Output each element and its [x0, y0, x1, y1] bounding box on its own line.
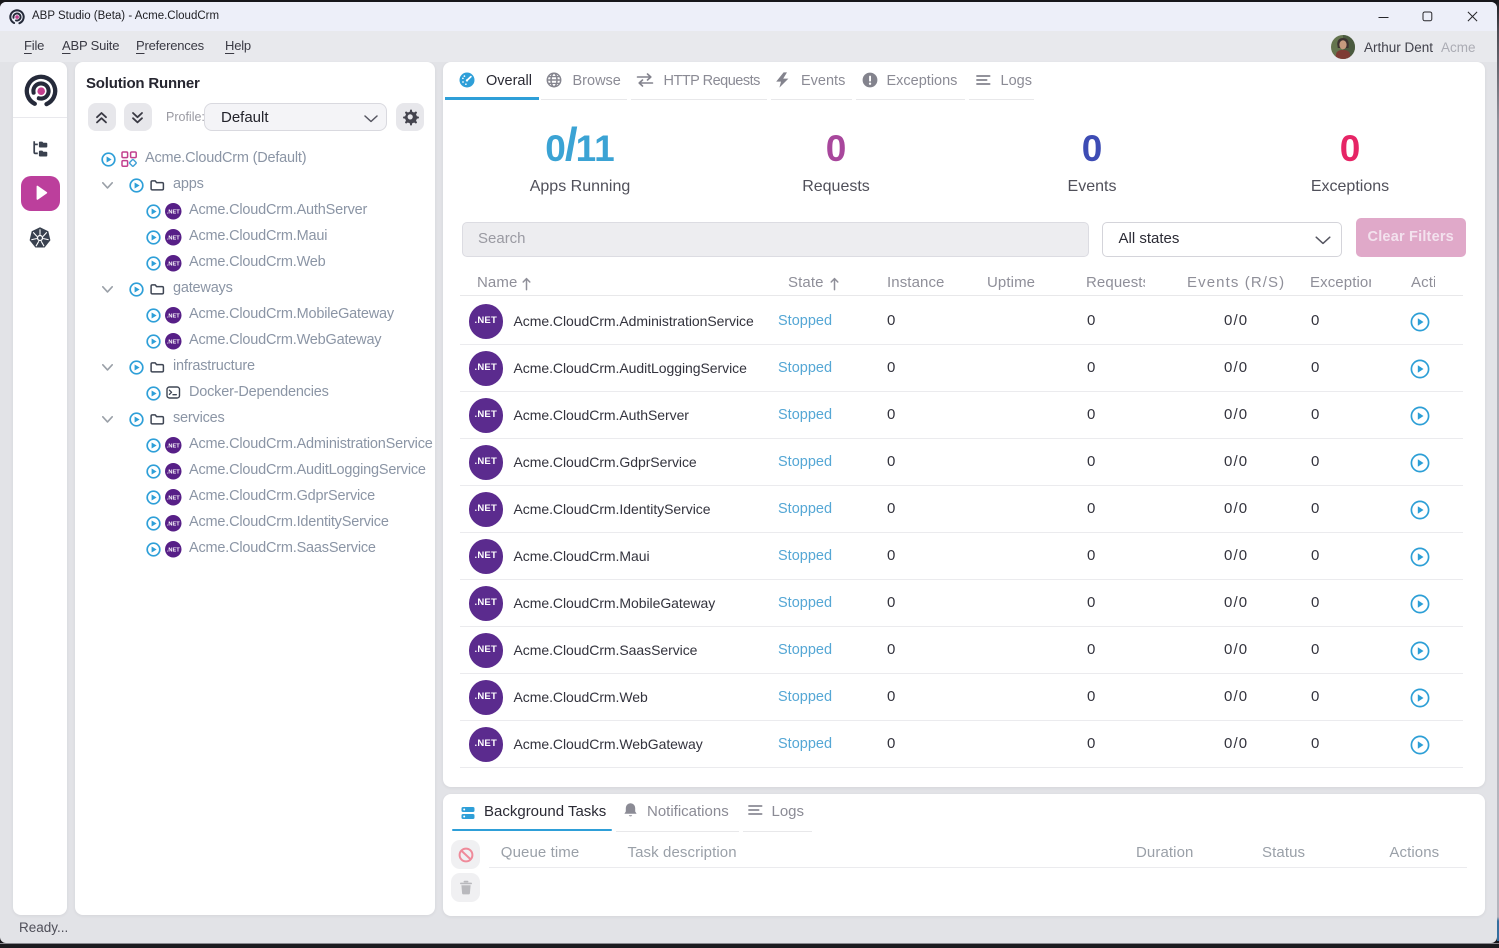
svg-text:.NET: .NET [167, 313, 180, 319]
svg-text:.NET: .NET [167, 261, 180, 267]
svg-text:.NET: .NET [167, 209, 180, 215]
svg-text:.NET: .NET [167, 235, 180, 241]
svg-text:.NET: .NET [167, 521, 180, 527]
svg-text:.NET: .NET [167, 547, 180, 553]
svg-text:.NET: .NET [167, 339, 180, 345]
svg-text:.NET: .NET [167, 443, 180, 449]
svg-text:.NET: .NET [167, 469, 180, 475]
svg-text:.NET: .NET [167, 495, 180, 501]
